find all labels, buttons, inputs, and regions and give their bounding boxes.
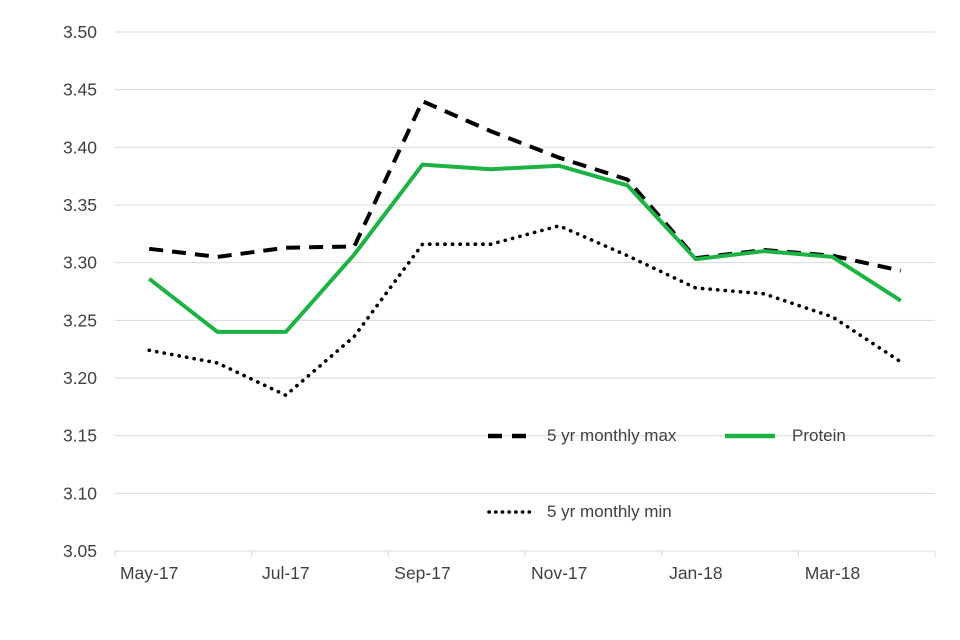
y-axis-tick-label: 3.30 (63, 253, 97, 273)
series-line-5-yr-monthly-max (148, 99, 902, 273)
legend-label-protein: Protein (792, 426, 846, 445)
x-axis-tick-label: Jan-18 (669, 563, 723, 583)
legend-item-5yr-monthly-min: 5 yr monthly min (487, 502, 672, 522)
x-axis-tick-label: Nov-17 (531, 563, 587, 583)
y-axis-tick-label: 3.25 (63, 310, 97, 330)
legend-label-max: 5 yr monthly max (547, 426, 677, 445)
y-axis-tick-label: 3.15 (63, 426, 97, 446)
x-axis-tick-label: Jul-17 (262, 563, 310, 583)
legend-item-protein: Protein (724, 426, 846, 446)
x-axis-tick-label: Sep-17 (394, 563, 450, 583)
y-axis-tick-label: 3.40 (63, 137, 97, 157)
solid-line-sample-icon (725, 433, 775, 439)
y-axis-tick-label: 3.20 (63, 368, 97, 388)
x-axis-tick-label: May-17 (120, 563, 178, 583)
y-axis-tick-label: 3.35 (63, 195, 97, 215)
dotted-line-sample-icon (487, 510, 531, 514)
legend-label-min: 5 yr monthly min (547, 502, 672, 521)
series-line-protein (147, 162, 902, 334)
y-axis-tick-label: 3.50 (63, 22, 97, 42)
y-axis-tick-label: 3.05 (63, 541, 97, 561)
legend-item-5yr-monthly-max: 5 yr monthly max (487, 426, 676, 446)
x-axis-tick-label: Mar-18 (805, 563, 860, 583)
y-axis-tick-label: 3.45 (63, 80, 97, 100)
dashed-line-sample-icon (488, 433, 530, 439)
y-axis-tick-label: 3.10 (63, 483, 97, 503)
